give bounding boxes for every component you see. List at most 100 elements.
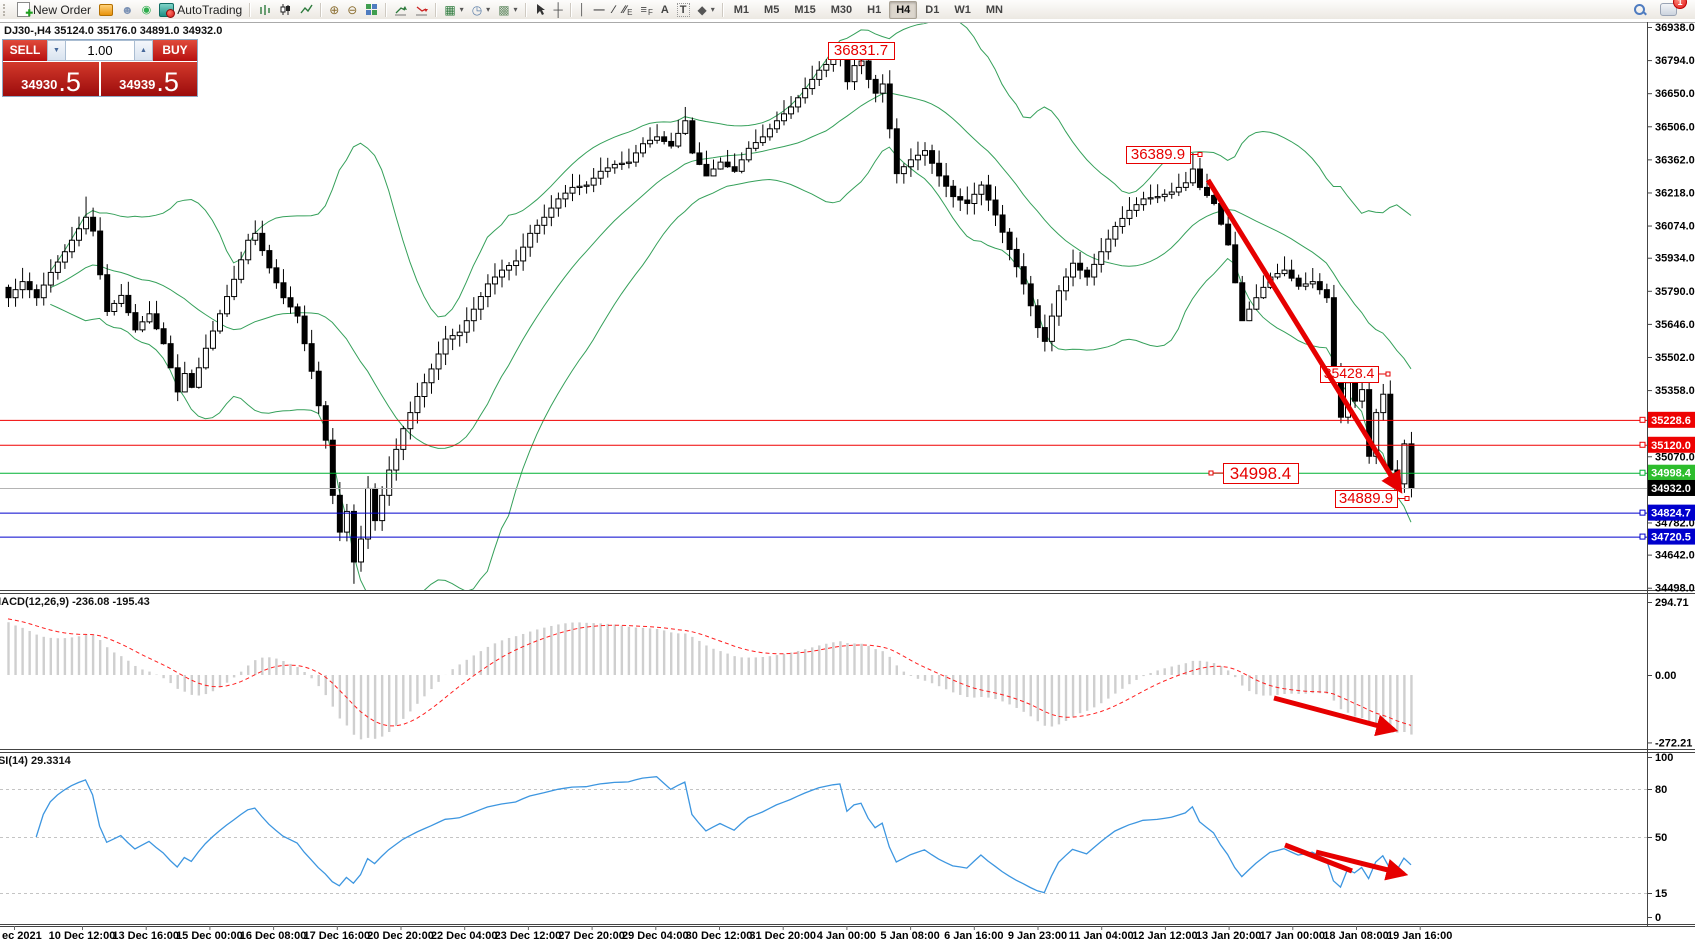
new-chart-button[interactable]: ▦ ▾ <box>440 0 467 19</box>
timeframe-w1[interactable]: W1 <box>954 3 971 16</box>
bar-chart-button[interactable] <box>254 0 275 19</box>
price-line-badge <box>1648 411 1695 428</box>
trend-arrow[interactable] <box>1284 842 1353 874</box>
signal-icon: ◉ <box>141 3 152 16</box>
price-annotation-34998.4[interactable]: 34998.4 <box>1208 463 1299 484</box>
time-axis-label: 13 Dec 16:00 <box>112 930 179 940</box>
one-click-trading-panel: SELL ▼ ▲ BUY 34930 .5 34939 .5 <box>2 39 198 97</box>
zoom-out-button[interactable]: ⊖ <box>343 0 361 19</box>
buy-price-main: 34939 <box>119 77 156 92</box>
svg-text:36362.0: 36362.0 <box>1655 154 1695 166</box>
deposit-button[interactable] <box>95 0 117 19</box>
timeframe-h1[interactable]: H1 <box>867 3 882 16</box>
hline-tool-button[interactable]: — <box>590 0 609 19</box>
time-axis-label: 13 Jan 20:00 <box>1196 930 1261 940</box>
price-annotation-36389.9[interactable]: 36389.9 <box>1126 146 1203 164</box>
time-axis-label: 12 Jan 12:00 <box>1132 930 1197 940</box>
crosshair-tool-button[interactable]: ┼ <box>550 0 567 19</box>
shapes-tool-button[interactable]: ◆ ▾ <box>694 0 719 19</box>
svg-text:36938.0: 36938.0 <box>1655 22 1695 34</box>
chat-icon <box>1660 3 1677 16</box>
candlestick-chart-button[interactable] <box>275 0 296 19</box>
sell-price[interactable]: 34930 .5 <box>3 62 99 96</box>
time-axis-label: 29 Dec 04:00 <box>622 930 689 940</box>
autotrading-button[interactable]: AutoTrading <box>155 0 246 19</box>
accounts-button[interactable]: ☻ <box>117 0 138 19</box>
sell-button[interactable]: SELL <box>3 40 47 61</box>
zoom-in-button[interactable]: ⊕ <box>325 0 343 19</box>
svg-text:35070.0: 35070.0 <box>1655 451 1695 463</box>
new-order-button[interactable]: New Order <box>13 0 95 19</box>
indicators-down-button[interactable] <box>411 0 432 19</box>
svg-text:100: 100 <box>1655 752 1673 764</box>
clock-icon: ◷ <box>471 2 483 17</box>
cursor-tool-button[interactable] <box>530 0 550 19</box>
time-axis-label: 11 Jan 04:00 <box>1069 930 1134 940</box>
price-line-badge <box>1648 504 1695 521</box>
rsi-indicator-label: RSI(14) 29.3314 <box>0 755 71 767</box>
price-line-badge <box>1648 436 1695 453</box>
volume-input[interactable] <box>66 40 134 61</box>
tile-windows-icon <box>366 4 378 15</box>
buy-price[interactable]: 34939 .5 <box>101 62 197 96</box>
timeframe-m1[interactable]: M1 <box>733 3 750 16</box>
trend-arrow[interactable] <box>1273 695 1399 737</box>
vline-tool-button[interactable]: │ <box>575 0 590 19</box>
search-button[interactable] <box>1629 0 1650 19</box>
autotrading-label: AutoTrading <box>177 2 243 17</box>
timeframe-d1[interactable]: D1 <box>925 3 940 16</box>
chart-arrow-down-icon <box>416 6 429 16</box>
svg-text:35790.0: 35790.0 <box>1655 286 1695 298</box>
timeframe-mn[interactable]: MN <box>985 3 1003 16</box>
tile-windows-button[interactable] <box>361 0 382 19</box>
label-tool-button[interactable]: T <box>673 0 694 19</box>
template-icon: ▩ <box>498 2 510 17</box>
trend-arrow[interactable] <box>1315 849 1409 881</box>
chart-canvas[interactable]: 36831.7 36389.9 35428.4 34998.4 34889.9 36938… <box>0 19 1695 940</box>
volume-increase-button[interactable]: ▲ <box>134 40 153 61</box>
trendline-tool-button[interactable]: ∕ <box>609 0 619 19</box>
svg-text:35934.0: 35934.0 <box>1655 253 1695 265</box>
line-chart-icon <box>300 4 313 14</box>
buy-price-pips: .5 <box>156 67 179 97</box>
price-annotation-35428.4[interactable]: 35428.4 <box>1320 365 1391 383</box>
indicators-up-button[interactable] <box>390 0 411 19</box>
svg-text:34824.7: 34824.7 <box>1651 508 1691 520</box>
sell-price-pips: .5 <box>58 67 81 97</box>
svg-text:35428.4: 35428.4 <box>1324 365 1375 381</box>
account-icon: ☻ <box>121 2 134 17</box>
toolbar-drag-handle[interactable] <box>3 3 10 16</box>
timeframe-m30[interactable]: M30 <box>830 3 853 16</box>
dropdown-caret-icon: ▾ <box>513 5 518 14</box>
volume-decrease-button[interactable]: ▼ <box>47 40 66 61</box>
svg-text:35646.0: 35646.0 <box>1655 319 1695 331</box>
zoom-in-icon: ⊕ <box>329 2 340 17</box>
time-axis-label: 6 Jan 16:00 <box>944 930 1003 940</box>
timeframe-h4[interactable]: H4 <box>889 0 918 19</box>
svg-text:34498.0: 34498.0 <box>1655 583 1695 595</box>
periodicity-button[interactable]: ◷ ▾ <box>468 0 495 19</box>
trend-arrow[interactable] <box>1205 178 1403 494</box>
shapes-icon: ◆ <box>697 2 707 17</box>
templates-button[interactable]: ▩ ▾ <box>494 0 521 19</box>
price-line-badge <box>1648 479 1695 496</box>
price-annotation-36831.7[interactable]: 36831.7 <box>828 42 895 66</box>
svg-text:35120.0: 35120.0 <box>1651 440 1691 452</box>
notifications-button[interactable]: 1 <box>1656 0 1687 19</box>
price-annotation-34889.9[interactable]: 34889.9 <box>1335 490 1410 508</box>
fibonacci-letter: F <box>647 8 653 17</box>
separator <box>320 2 323 17</box>
svg-text:15: 15 <box>1655 888 1667 900</box>
line-chart-button[interactable] <box>296 0 317 19</box>
horizontal-line-icon: — <box>593 3 605 16</box>
timeframe-m15[interactable]: M15 <box>794 3 816 16</box>
text-tool-button[interactable]: A <box>657 0 673 19</box>
timeframe-m5[interactable]: M5 <box>764 3 780 16</box>
buy-button[interactable]: BUY <box>153 40 197 61</box>
channel-tool-button[interactable]: ∕∕ E <box>618 0 636 19</box>
label-tool-icon: T <box>676 2 690 17</box>
fibonacci-tool-button[interactable]: ≡ F <box>637 0 657 19</box>
chart-window: 36831.7 36389.9 35428.4 34998.4 34889.9 36938… <box>0 19 1695 940</box>
signals-button[interactable]: ◉ <box>138 0 156 19</box>
